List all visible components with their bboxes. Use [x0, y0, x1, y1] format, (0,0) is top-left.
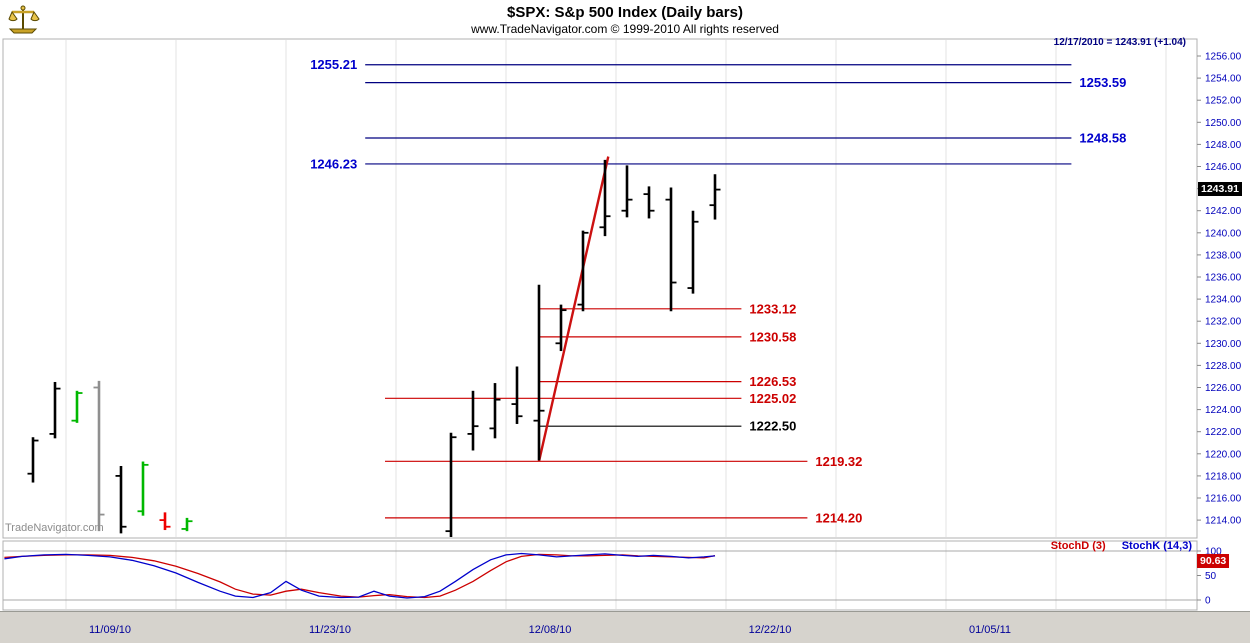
price-tick-label: 1230.00	[1205, 339, 1242, 350]
price-tick-label: 1248.00	[1205, 140, 1242, 151]
level-label: 1222.50	[749, 419, 796, 434]
trend-line[interactable]	[537, 156, 610, 462]
price-tick-label: 1256.00	[1205, 52, 1242, 63]
stoch-tick-label: 100	[1205, 547, 1222, 558]
watermark-text: TradeNavigator.com	[5, 522, 104, 534]
date-label: 12/22/10	[749, 624, 792, 636]
stochk-legend-label[interactable]: StochK (14,3)	[1121, 540, 1192, 552]
price-bars-group	[27, 159, 721, 537]
price-tick-label: 1222.00	[1205, 427, 1242, 438]
chart-title: $SPX: S&p 500 Index (Daily bars)	[507, 4, 743, 21]
date-label: 11/09/10	[89, 624, 131, 636]
stoch-legend: StochD (3) StochK (14,3)	[1051, 540, 1192, 552]
price-tick-label: 1224.00	[1205, 405, 1242, 416]
price-tick-label: 1216.00	[1205, 494, 1242, 505]
price-tick-label: 1228.00	[1205, 361, 1242, 372]
date-label: 12/08/10	[529, 624, 572, 636]
tradenavigator-logo-icon	[6, 4, 40, 39]
stoch-tick-label: 0	[1205, 596, 1211, 607]
price-panel-border	[2, 38, 1198, 539]
last-price-badge: 1243.91	[1198, 182, 1242, 196]
date-axis-strip	[0, 611, 1250, 643]
chart-header: $SPX: S&p 500 Index (Daily bars) www.Tra…	[0, 0, 1250, 38]
price-tick-label: 1218.00	[1205, 471, 1242, 482]
price-tick-label: 1226.00	[1205, 383, 1242, 394]
level-label: 1233.12	[749, 301, 796, 316]
price-tick-label: 1214.00	[1205, 516, 1242, 527]
date-label: 11/23/10	[309, 624, 351, 636]
stoch-tick-label: 50	[1205, 571, 1217, 582]
level-label: 1246.23	[310, 156, 357, 171]
stochk-line	[4, 552, 716, 599]
level-label: 1253.59	[1079, 75, 1126, 90]
level-label: 1214.20	[815, 510, 862, 525]
last-quote-readout: 12/17/2010 = 1243.91 (+1.04)	[1053, 37, 1186, 48]
level-label: 1255.21	[310, 57, 357, 72]
price-tick-label: 1232.00	[1205, 317, 1242, 328]
price-tick-label: 1242.00	[1205, 206, 1242, 217]
stochd-legend-label[interactable]: StochD (3)	[1050, 540, 1106, 552]
price-tick-label: 1240.00	[1205, 228, 1242, 239]
chart-subtitle: www.TradeNavigator.com © 1999-2010 All r…	[471, 22, 779, 36]
price-tick-label: 1220.00	[1205, 449, 1242, 460]
stochd-line	[4, 553, 716, 599]
price-tick-label: 1250.00	[1205, 118, 1242, 129]
price-tick-label: 1234.00	[1205, 295, 1242, 306]
price-tick-label: 1254.00	[1205, 74, 1242, 85]
level-label: 1248.58	[1079, 130, 1126, 145]
level-label: 1225.02	[749, 391, 796, 406]
price-tick-label: 1246.00	[1205, 162, 1242, 173]
price-tick-label: 1236.00	[1205, 273, 1242, 284]
stoch-value-badge: 90.63	[1197, 554, 1230, 568]
level-label: 1219.32	[815, 454, 862, 469]
level-label: 1226.53	[749, 374, 796, 389]
price-tick-label: 1238.00	[1205, 250, 1242, 261]
date-label: 01/05/11	[969, 624, 1011, 636]
level-label: 1230.58	[749, 329, 796, 344]
price-tick-label: 1252.00	[1205, 96, 1242, 107]
